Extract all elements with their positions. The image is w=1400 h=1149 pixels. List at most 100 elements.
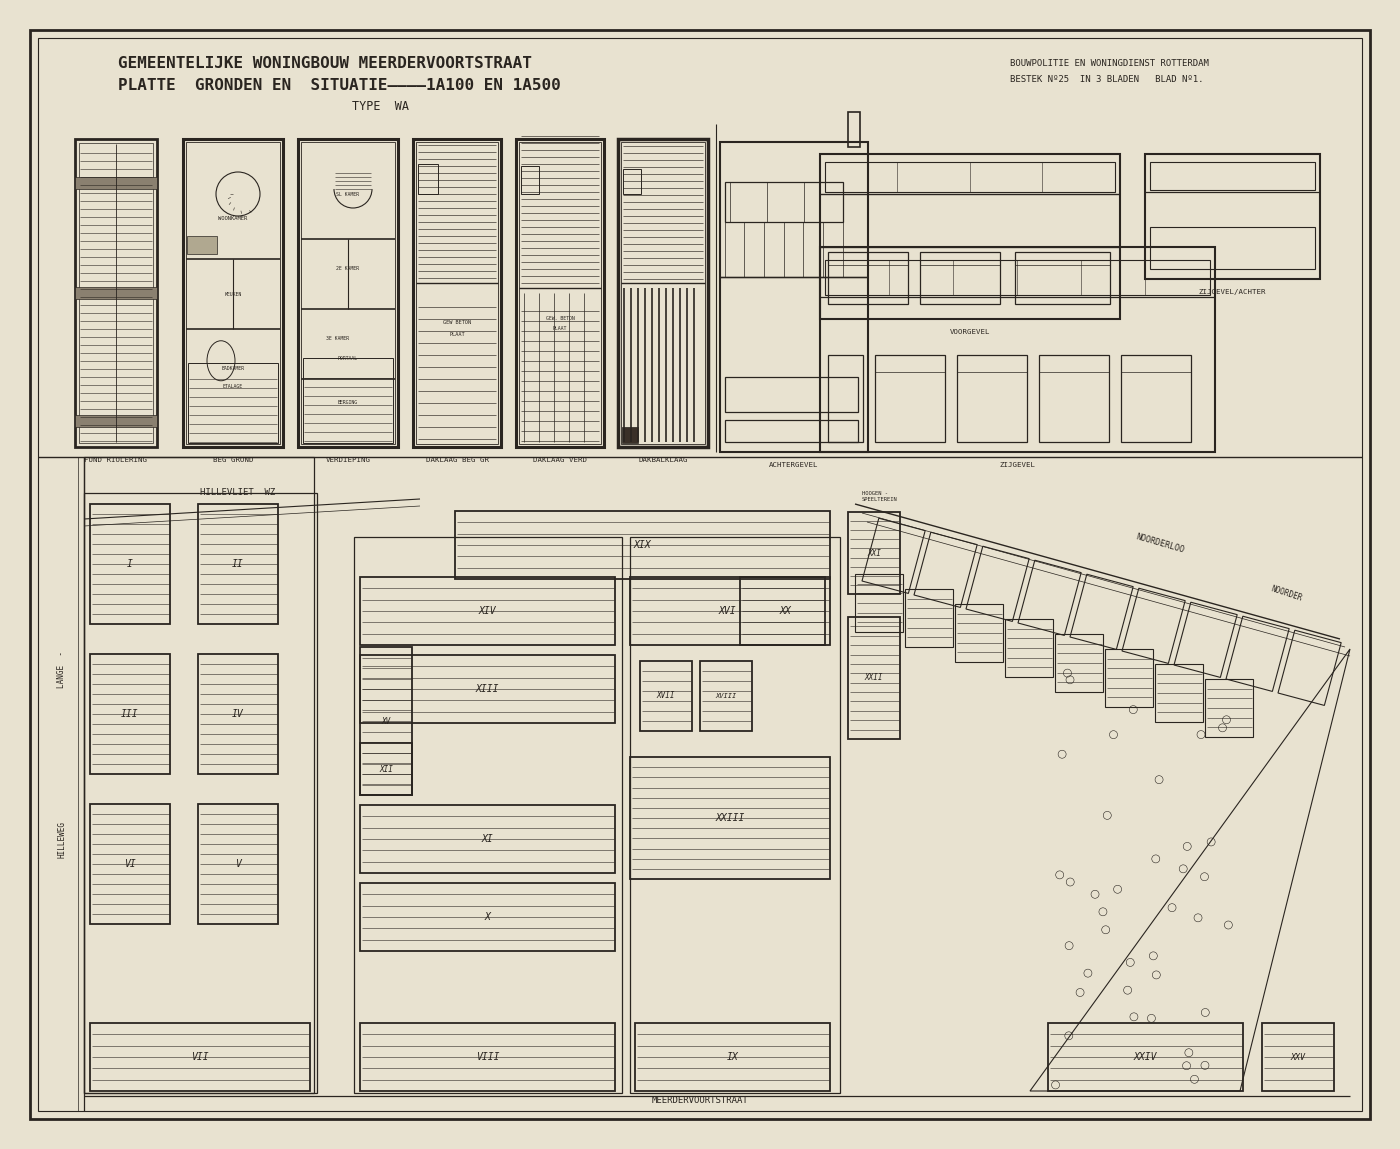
- Bar: [90, 654, 169, 774]
- Text: HILLEWEG: HILLEWEG: [57, 820, 67, 857]
- Bar: [825, 260, 1210, 295]
- Text: III: III: [122, 709, 139, 719]
- Bar: [413, 139, 501, 447]
- Text: XIV: XIV: [479, 606, 497, 616]
- Text: ZIJGEVEL/ACHTER: ZIJGEVEL/ACHTER: [1198, 290, 1266, 295]
- Bar: [875, 355, 945, 442]
- Bar: [1278, 630, 1341, 705]
- Bar: [904, 589, 953, 647]
- Bar: [1105, 649, 1154, 707]
- Bar: [76, 139, 157, 447]
- Text: XII: XII: [379, 764, 393, 773]
- Bar: [1056, 634, 1103, 692]
- Bar: [76, 177, 157, 188]
- Text: HILLEVLIET  WZ: HILLEVLIET WZ: [200, 488, 276, 498]
- Bar: [1205, 679, 1253, 737]
- Bar: [1121, 355, 1191, 442]
- Text: IV: IV: [232, 709, 244, 719]
- Bar: [183, 139, 283, 447]
- Text: BOUWPOLITIE EN WONINGDIENST ROTTERDAM: BOUWPOLITIE EN WONINGDIENST ROTTERDAM: [1009, 59, 1208, 68]
- Text: IX: IX: [727, 1052, 738, 1062]
- Bar: [825, 162, 1114, 192]
- Text: XVII: XVII: [657, 692, 675, 701]
- Bar: [700, 661, 752, 731]
- Text: ACHTERGEVEL: ACHTERGEVEL: [769, 462, 819, 468]
- Text: XXI: XXI: [867, 548, 881, 557]
- Bar: [914, 532, 977, 608]
- Text: PLAAT: PLAAT: [449, 332, 465, 338]
- Bar: [360, 805, 615, 873]
- Text: GEW BETON: GEW BETON: [442, 321, 470, 325]
- Bar: [76, 415, 157, 427]
- Bar: [617, 139, 708, 447]
- Bar: [90, 1023, 309, 1092]
- Bar: [630, 577, 825, 645]
- Bar: [301, 142, 395, 444]
- Bar: [197, 804, 279, 924]
- Bar: [90, 804, 169, 924]
- Bar: [848, 512, 900, 594]
- Bar: [855, 574, 903, 632]
- Text: XIX: XIX: [634, 540, 651, 550]
- Text: VII: VII: [192, 1052, 209, 1062]
- Text: GEW. BETON: GEW. BETON: [546, 316, 574, 321]
- Text: 2E KAMER: 2E KAMER: [336, 267, 360, 271]
- Text: XXIV: XXIV: [1134, 1052, 1158, 1062]
- Bar: [636, 1023, 830, 1092]
- Bar: [360, 655, 615, 723]
- Bar: [1149, 162, 1315, 190]
- Bar: [820, 247, 1215, 452]
- Bar: [827, 252, 909, 304]
- Text: NOORDERLOO: NOORDERLOO: [1135, 533, 1186, 555]
- Bar: [1015, 252, 1110, 304]
- Text: V: V: [235, 859, 241, 869]
- Text: XV: XV: [381, 717, 391, 725]
- Bar: [827, 355, 862, 442]
- Bar: [1005, 619, 1053, 677]
- Text: LANGE  -: LANGE -: [57, 650, 67, 687]
- Bar: [1049, 1023, 1243, 1092]
- Bar: [197, 504, 279, 624]
- Bar: [848, 617, 900, 739]
- Text: DAKLAAG VERD: DAKLAAG VERD: [533, 457, 587, 463]
- Text: XXII: XXII: [865, 673, 883, 683]
- Text: VI: VI: [125, 859, 136, 869]
- Text: BEG GROND: BEG GROND: [213, 457, 253, 463]
- Text: VERDIEPING: VERDIEPING: [325, 457, 371, 463]
- Bar: [84, 457, 314, 1093]
- Text: VIII: VIII: [476, 1052, 500, 1062]
- Bar: [298, 139, 398, 447]
- Bar: [820, 154, 1120, 319]
- Bar: [958, 355, 1028, 442]
- Bar: [1018, 561, 1081, 635]
- Bar: [360, 743, 412, 795]
- Text: ZIJGEVEL: ZIJGEVEL: [1000, 462, 1036, 468]
- Text: GEMEENTELIJKE WONINGBOUW MEERDERVOORTSTRAAT: GEMEENTELIJKE WONINGBOUW MEERDERVOORTSTR…: [118, 56, 532, 71]
- Bar: [517, 139, 603, 447]
- Bar: [848, 111, 860, 147]
- Bar: [76, 287, 157, 299]
- Text: X: X: [484, 912, 490, 921]
- Bar: [630, 537, 840, 1093]
- Bar: [302, 358, 393, 444]
- Text: KEUKEN: KEUKEN: [224, 292, 242, 296]
- Bar: [1155, 664, 1203, 722]
- Bar: [1121, 588, 1186, 663]
- Bar: [725, 421, 858, 442]
- Bar: [186, 142, 280, 444]
- Bar: [360, 577, 615, 645]
- Bar: [360, 1023, 615, 1092]
- Bar: [720, 142, 868, 452]
- Bar: [78, 142, 153, 444]
- Text: BADKAMER: BADKAMER: [221, 367, 245, 371]
- Text: XXV: XXV: [1291, 1052, 1305, 1062]
- Text: VOORGEVEL: VOORGEVEL: [949, 329, 990, 336]
- Bar: [640, 661, 692, 731]
- Text: PLAAT: PLAAT: [553, 326, 567, 332]
- Bar: [519, 142, 601, 444]
- Bar: [1145, 154, 1320, 279]
- Text: BESTEK Nº25  IN 3 BLADEN   BLAD Nº1.: BESTEK Nº25 IN 3 BLADEN BLAD Nº1.: [1009, 75, 1204, 84]
- Bar: [419, 164, 438, 194]
- Bar: [1149, 228, 1315, 269]
- Bar: [1175, 602, 1238, 678]
